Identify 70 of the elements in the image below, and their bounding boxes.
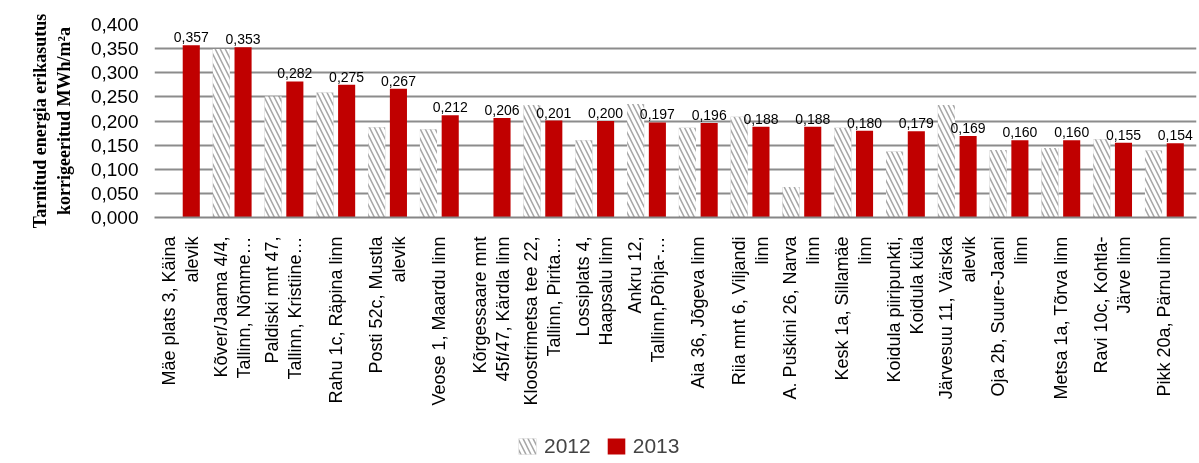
y-tick-label: 0,400 bbox=[90, 14, 139, 35]
data-label: 0,169 bbox=[950, 119, 986, 136]
x-tick-label: A. Puškini 26, Narva linn bbox=[780, 235, 824, 400]
y-tick-label: 0,350 bbox=[90, 38, 139, 60]
data-label: 0,160 bbox=[1002, 124, 1038, 141]
data-label: 0,155 bbox=[1105, 126, 1142, 143]
bar bbox=[234, 47, 252, 218]
y-tick-label: 0,100 bbox=[90, 158, 139, 180]
data-label: 0,160 bbox=[1054, 124, 1090, 141]
bar bbox=[1063, 140, 1081, 218]
data-label: 0,154 bbox=[1157, 127, 1193, 144]
data-label: 0,197 bbox=[639, 106, 676, 123]
bar bbox=[648, 122, 666, 218]
bar bbox=[182, 45, 200, 218]
x-tick-label: Mäe plats 3, Käina alevik bbox=[158, 235, 202, 386]
x-tick-label: Kesk 1a, Sillamäe linn bbox=[832, 236, 876, 381]
bar bbox=[338, 84, 356, 218]
bar bbox=[286, 81, 304, 218]
bar bbox=[752, 126, 770, 218]
legend-label: 2012 bbox=[544, 434, 591, 458]
data-label: 0,200 bbox=[588, 105, 624, 121]
x-tick-label: Ankru 12, Tallinn,Põhja-… bbox=[625, 236, 668, 363]
y-tick-label: 0,000 bbox=[90, 207, 139, 228]
data-label: 0,196 bbox=[691, 106, 727, 123]
x-tick-label: Oja 2b, Suure-Jaani linn bbox=[987, 236, 1031, 397]
bar bbox=[1114, 142, 1133, 218]
data-label: 0,188 bbox=[743, 110, 779, 127]
y-axis-title: Tarnitud energia erikasutus korrigeeritud MWh/m²a bbox=[29, 13, 74, 229]
x-tick-label: Järvesuu 11, Värska alevik bbox=[935, 235, 979, 400]
data-label: 0,282 bbox=[277, 65, 313, 82]
bar bbox=[700, 122, 718, 218]
y-tick-label: 0,250 bbox=[90, 86, 139, 108]
bar bbox=[597, 121, 615, 218]
x-tick-label: Ravi 10c, Kohtla-Järve linn bbox=[1091, 236, 1135, 374]
x-tick-label: Pikk 20a, Pärnu linn bbox=[1154, 236, 1175, 397]
x-tick-label: Posti 52c, Mustla alevik bbox=[366, 235, 410, 374]
bar bbox=[389, 88, 407, 218]
data-label: 0,206 bbox=[484, 102, 520, 119]
y-tick-label: 0,150 bbox=[90, 134, 139, 156]
data-label: 0,179 bbox=[898, 115, 935, 132]
data-label: 0,188 bbox=[795, 110, 831, 127]
y-tick-label: 0,300 bbox=[90, 62, 139, 84]
x-tick-label: Riia mnt 6, Viljandi linn bbox=[728, 236, 772, 386]
data-label: 0,275 bbox=[329, 68, 365, 85]
x-tick-label: Kloostrimetsa tee 22, Tallinn, Pirita… bbox=[521, 236, 565, 406]
x-tick-label: Metsa 1a, Tõrva linn bbox=[1050, 236, 1071, 400]
bar bbox=[804, 126, 822, 218]
data-label: 0,357 bbox=[173, 29, 209, 46]
data-label: 0,267 bbox=[380, 72, 417, 89]
x-tick-label: Paldiski mnt 47, Tallinn, Kristiine… bbox=[262, 236, 306, 380]
bar bbox=[855, 130, 874, 218]
data-label: 0,180 bbox=[847, 114, 883, 131]
legend-label: 2013 bbox=[632, 434, 680, 458]
bar bbox=[545, 120, 563, 218]
x-tick-label: Veose 1, Maardu linn bbox=[429, 236, 450, 406]
x-tick-label: Aia 36, Jõgeva linn bbox=[688, 236, 709, 389]
x-tick-label: Rahu 1c, Räpina linn bbox=[325, 236, 346, 404]
x-tick-label: Kõver/Jaama 4/4, Tallinn, Nõmme… bbox=[210, 236, 254, 379]
data-label: 0,201 bbox=[536, 104, 572, 121]
y-tick-label: 0,200 bbox=[90, 110, 139, 132]
bar bbox=[907, 131, 925, 218]
bar bbox=[493, 118, 511, 218]
y-tick-label: 0,050 bbox=[90, 182, 139, 204]
data-label: 0,212 bbox=[432, 99, 468, 116]
x-tick-label: Lossiplats 4, Haapsalu linn bbox=[573, 236, 617, 346]
bar bbox=[441, 115, 459, 218]
bar bbox=[959, 135, 977, 218]
data-label: 0,353 bbox=[225, 31, 261, 48]
bar bbox=[1011, 140, 1029, 218]
bar bbox=[1166, 143, 1184, 218]
